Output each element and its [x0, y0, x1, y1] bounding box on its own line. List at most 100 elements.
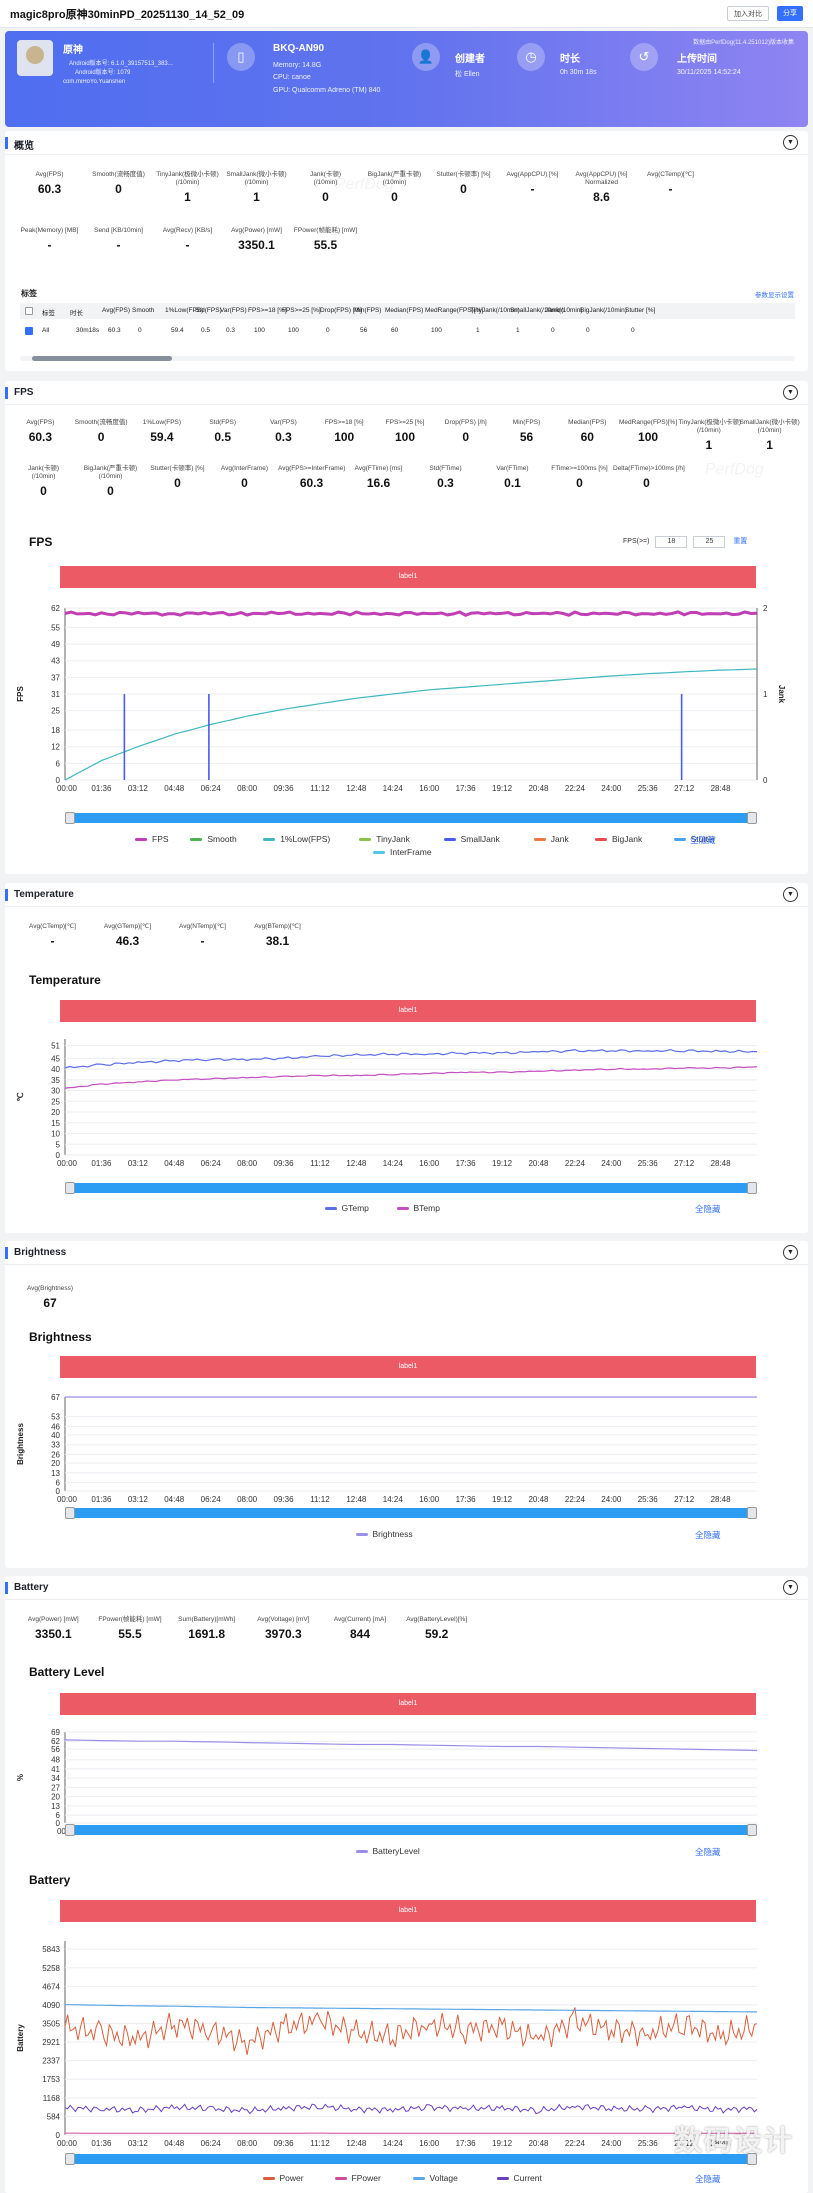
- legend-label: Power: [279, 2173, 304, 2183]
- collapse-chevron-icon[interactable]: ▼: [783, 135, 798, 150]
- legend-item[interactable]: Voltage: [412, 2173, 458, 2183]
- legend-item[interactable]: 1%Low(FPS): [263, 834, 330, 844]
- legend-swatch: [496, 2177, 509, 2181]
- temperature-title: Temperature: [14, 889, 74, 900]
- clock-icon: ◷: [517, 43, 545, 71]
- tag-title: 标签: [21, 289, 37, 298]
- legend-item[interactable]: Stutter: [673, 834, 716, 844]
- label-bar: label1: [60, 1900, 756, 1922]
- metric-value: 100: [334, 430, 355, 444]
- legend-item[interactable]: TinyJank: [359, 834, 410, 844]
- history-icon: ↺: [630, 43, 658, 71]
- time-range-slider[interactable]: [65, 1182, 757, 1194]
- slider-handle-left[interactable]: [65, 812, 75, 824]
- table-header-cell: Avg(FPS): [102, 307, 131, 314]
- hide-all-button[interactable]: 全隐藏: [695, 1530, 721, 1540]
- legend-item[interactable]: BatteryLevel: [355, 1846, 420, 1856]
- time-range-slider[interactable]: [65, 2153, 757, 2165]
- slider-handle-left[interactable]: [65, 1182, 75, 1194]
- x-tick-label: 03:12: [128, 784, 149, 793]
- temperature-chart-title: Temperature: [29, 973, 101, 987]
- slider-handle-left[interactable]: [65, 1824, 75, 1836]
- y-tick-label: 37: [51, 673, 60, 682]
- legend-item[interactable]: GTemp: [324, 1203, 369, 1213]
- hide-all-button[interactable]: 全隐藏: [690, 835, 716, 845]
- share-button[interactable]: 分享: [777, 6, 803, 21]
- y-tick-label: 0: [56, 1819, 61, 1828]
- legend-item[interactable]: BigJank: [595, 834, 642, 844]
- legend-item[interactable]: Jank: [533, 834, 569, 844]
- y-tick-label: 55: [51, 623, 60, 632]
- header-checkbox[interactable]: [25, 307, 33, 315]
- collapse-chevron-icon[interactable]: ▼: [783, 1580, 798, 1595]
- slider-handle-right[interactable]: [747, 2153, 757, 2165]
- legend-item[interactable]: Brightness: [355, 1529, 413, 1539]
- table-header-cell: Drop(FPS) [/h]: [320, 307, 362, 314]
- fps-threshold-b-input[interactable]: 25: [693, 536, 726, 548]
- metric-value: 0: [576, 476, 583, 490]
- report-title: magic8pro原神30minPD_20251130_14_52_09: [10, 9, 245, 21]
- table-row[interactable]: All 30m18s 60.3 0 59.4 0.5 0.3 100 100 0 56 60 100 1 1…: [20, 323, 795, 339]
- slider-handle-right[interactable]: [747, 812, 757, 824]
- legend-item[interactable]: FPower: [334, 2173, 381, 2183]
- y2-tick-label: 1: [763, 690, 768, 699]
- legend-item[interactable]: Power: [262, 2173, 304, 2183]
- fps-header: FPS ▼: [5, 381, 808, 405]
- x-tick-label: 27:12: [674, 2139, 695, 2148]
- y-axis-label: FPS: [16, 686, 25, 702]
- metric-value: -: [50, 934, 55, 948]
- metric-value: 60: [580, 430, 594, 444]
- add-compare-button[interactable]: 加入对比: [727, 6, 769, 21]
- legend-item[interactable]: SmallJank: [443, 834, 500, 844]
- collapse-chevron-icon[interactable]: ▼: [783, 887, 798, 902]
- metric-item: Avg(InterFrame) 0: [211, 465, 278, 490]
- param-settings-link[interactable]: 参数显示设置: [755, 292, 794, 299]
- table-header-cell: 标签: [42, 310, 55, 317]
- metric-label: Avg(Voltage) [mV]: [257, 1616, 310, 1623]
- legend-item[interactable]: Smooth: [190, 834, 237, 844]
- time-range-slider[interactable]: [65, 1507, 757, 1519]
- metric-label: BigJank(严重卡顿) (/10min): [367, 171, 422, 186]
- device-memory: Memory: 14.8G: [273, 62, 322, 69]
- hide-all-button[interactable]: 全隐藏: [695, 1847, 721, 1857]
- hide-all-button[interactable]: 全隐藏: [695, 1204, 721, 1214]
- legend-item[interactable]: Current: [496, 2173, 542, 2183]
- table-header-cell: 1%Low(FPS): [165, 307, 204, 314]
- metric-label: Avg(BTemp)[℃]: [254, 923, 301, 930]
- collapse-chevron-icon[interactable]: ▼: [783, 385, 798, 400]
- y-tick-label: 13: [51, 1469, 60, 1478]
- time-range-slider[interactable]: [65, 1824, 757, 1836]
- hide-all-button[interactable]: 全隐藏: [695, 2174, 721, 2184]
- slider-handle-left[interactable]: [65, 2153, 75, 2165]
- metric-item: Stutter(卡顿率) [%] 0: [429, 171, 498, 196]
- slider-handle-left[interactable]: [65, 1507, 75, 1519]
- x-tick-label: 04:48: [164, 784, 185, 793]
- reset-button[interactable]: 重置: [733, 538, 748, 545]
- table-header-cell: Var(FPS): [220, 307, 247, 314]
- time-range-slider[interactable]: [65, 812, 757, 824]
- x-tick-label: 19:12: [492, 784, 513, 793]
- legend-item[interactable]: InterFrame: [373, 847, 432, 857]
- scrollbar-thumb[interactable]: [32, 356, 172, 361]
- metric-value: 60.3: [299, 476, 324, 490]
- y-tick-label: 0: [56, 2131, 61, 2140]
- collapse-chevron-icon[interactable]: ▼: [783, 1245, 798, 1260]
- series-line-voltage: [64, 2004, 757, 2013]
- row-checkbox[interactable]: [25, 327, 33, 335]
- x-tick-label: 09:36: [274, 2139, 295, 2148]
- legend-item[interactable]: BTemp: [396, 1203, 440, 1213]
- slider-handle-right[interactable]: [747, 1182, 757, 1194]
- corner-watermark: 数码设计: [673, 2125, 794, 2156]
- legend-item[interactable]: FPS: [135, 834, 169, 844]
- slider-handle-right[interactable]: [747, 1507, 757, 1519]
- fps-threshold-a-input[interactable]: 18: [655, 536, 688, 548]
- x-tick-label: 24:00: [601, 1159, 622, 1168]
- metric-item: Avg(Brightness) 67: [15, 1285, 85, 1310]
- legend-swatch: [673, 838, 686, 842]
- metric-label: FPS>=18 [%]: [324, 419, 364, 426]
- table-scrollbar[interactable]: [20, 356, 795, 361]
- table-cell: 100: [431, 327, 442, 334]
- metric-value: 8.6: [593, 190, 610, 204]
- series-line-current: [64, 2103, 758, 2115]
- slider-handle-right[interactable]: [747, 1824, 757, 1836]
